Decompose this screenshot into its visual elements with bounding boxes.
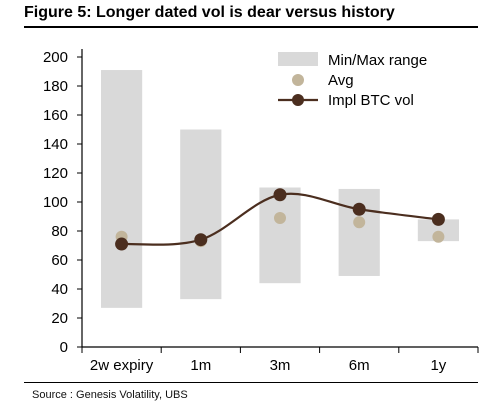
x-tick-label: 1m bbox=[190, 357, 211, 374]
y-tick-label: 100 bbox=[43, 194, 68, 211]
x-tick-label: 2w expiry bbox=[90, 357, 154, 374]
impl-vol-point bbox=[194, 233, 208, 247]
legend-line-marker bbox=[292, 94, 304, 106]
y-tick-label: 60 bbox=[51, 252, 68, 269]
legend-range-swatch bbox=[278, 52, 318, 66]
y-tick-label: 180 bbox=[43, 78, 68, 95]
x-tick-label: 3m bbox=[270, 357, 291, 374]
y-tick-label: 40 bbox=[51, 281, 68, 298]
y-tick-label: 140 bbox=[43, 136, 68, 153]
x-tick-label: 6m bbox=[349, 357, 370, 374]
x-tick-label: 1y bbox=[430, 357, 446, 374]
range-bar bbox=[338, 188, 380, 276]
title-divider bbox=[24, 26, 478, 28]
impl-vol-point bbox=[273, 188, 287, 202]
range-bar bbox=[101, 70, 143, 308]
range-bar bbox=[180, 129, 222, 300]
impl-vol-point bbox=[431, 212, 445, 226]
y-tick-label: 200 bbox=[43, 49, 68, 66]
y-tick-label: 120 bbox=[43, 165, 68, 182]
y-tick-label: 80 bbox=[51, 223, 68, 240]
y-tick-label: 160 bbox=[43, 107, 68, 124]
chart-title: Figure 5: Longer dated vol is dear versu… bbox=[24, 4, 395, 21]
y-tick-label: 20 bbox=[51, 310, 68, 327]
y-tick-label: 0 bbox=[60, 339, 68, 356]
legend-label: Min/Max range bbox=[328, 52, 427, 69]
legend-label: Avg bbox=[328, 72, 354, 89]
avg-point bbox=[274, 211, 286, 224]
impl-vol-point bbox=[352, 202, 366, 216]
source-note: Source : Genesis Volatility, UBS bbox=[32, 389, 188, 401]
legend-avg-swatch bbox=[292, 74, 304, 86]
legend-label: Impl BTC vol bbox=[328, 92, 414, 109]
avg-point bbox=[353, 216, 366, 229]
range-bar bbox=[417, 219, 459, 242]
impl-vol-point bbox=[115, 237, 129, 251]
range-bar bbox=[259, 187, 301, 284]
avg-point bbox=[432, 230, 445, 243]
source-divider bbox=[24, 382, 478, 383]
